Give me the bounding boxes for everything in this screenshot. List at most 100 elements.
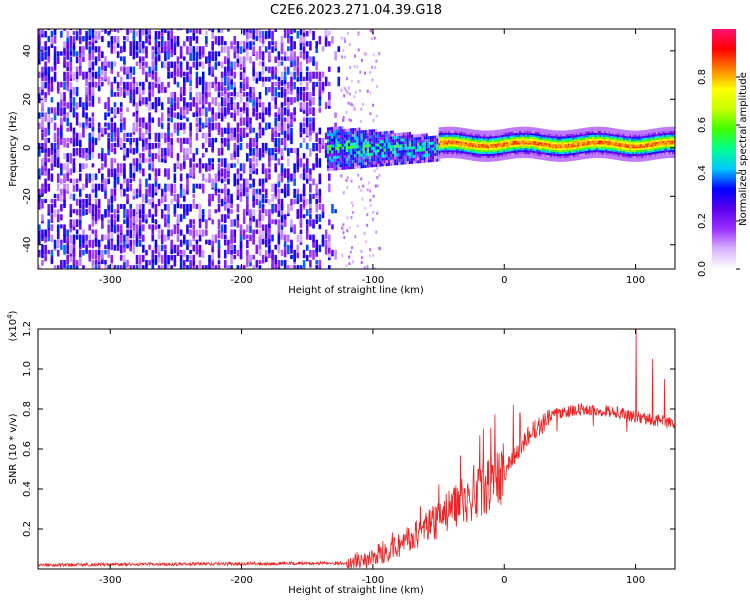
heatmap-cell [173,173,177,183]
heatmap-cell [176,127,180,136]
heatmap-cell [404,146,407,150]
heatmap-cell [312,239,315,248]
heatmap-cell [107,132,110,138]
heatmap-cell [302,198,306,208]
heatmap-cell [277,204,281,211]
heatmap-cell [246,30,249,39]
heatmap-cell [50,204,54,214]
heatmap-cell [402,158,405,162]
heatmap-cell [459,142,461,146]
heatmap-cell [182,204,186,213]
heatmap-cell [438,131,441,134]
heatmap-cell [599,138,602,141]
heatmap-cell [436,135,439,139]
heatmap-cell [261,102,265,112]
heatmap-cell [559,159,562,162]
heatmap-cell [352,160,355,164]
heatmap-cell [173,76,177,85]
heatmap-cell [277,122,281,132]
heatmap-cell [145,97,148,105]
heatmap-cell [396,150,399,154]
heatmap-cell [335,144,338,148]
heatmap-cell [176,102,180,110]
heatmap-cell [387,154,390,158]
heatmap-cell [236,249,240,257]
heatmap-cell [271,148,274,156]
heatmap-cell [220,61,224,69]
heatmap-cell [186,183,189,192]
heatmap-cell [97,260,101,265]
heatmap-cell [501,152,504,155]
heatmap-cell [66,260,69,265]
heatmap-cell [567,155,570,158]
heatmap-cell [583,147,586,150]
heatmap-cell [492,141,494,145]
heatmap-cell [129,66,133,73]
heatmap-cell [548,153,551,156]
heatmap-cell [525,146,528,149]
heatmap-cell [378,246,381,250]
heatmap-cell [379,143,382,147]
heatmap-cell [220,46,224,53]
heatmap-cell [135,51,139,58]
heatmap-cell [484,136,487,139]
heatmap-cell [550,157,553,160]
heatmap-cell [110,224,114,232]
heatmap-cell [252,127,255,133]
heatmap-cell [129,168,133,178]
heatmap-cell [438,146,441,149]
heatmap-cell [201,132,205,139]
heatmap-cell [341,134,344,138]
heatmap-cell [327,234,331,242]
heatmap-cell [170,148,173,159]
heatmap-cell [454,148,457,151]
heatmap-cell [208,158,211,165]
heatmap-cell [566,155,569,158]
heatmap-cell [148,142,151,150]
heatmap-cell [415,134,418,138]
heatmap-cell [515,148,518,151]
heatmap-cell [495,151,498,154]
heatmap-cell [280,249,284,256]
heatmap-cell [364,144,367,148]
heatmap-cell [302,30,306,37]
heatmap-cell [246,198,249,205]
heatmap-cell [157,51,161,61]
heatmap-cell [66,265,69,269]
heatmap-cell [211,97,214,105]
heatmap-cell [607,148,610,151]
heatmap-cell [305,41,309,47]
heatmap-cell [477,145,480,148]
heatmap-cell [358,133,361,137]
heatmap-cell [434,153,437,157]
heatmap-cell [132,97,136,105]
heatmap-cell [400,161,403,165]
heatmap-cell [318,127,322,135]
heatmap-cell [305,56,309,64]
heatmap-cell [470,158,472,161]
heatmap-cell [258,229,262,238]
heatmap-cell [484,132,487,135]
heatmap-cell [186,224,189,232]
heatmap-cell [91,137,95,144]
heatmap-cell [341,152,344,156]
heatmap-cell [471,152,474,155]
heatmap-cell [38,142,41,149]
heatmap-cell [343,128,346,132]
heatmap-cell [321,137,325,146]
heatmap-cell [97,239,101,248]
heatmap-cell [608,145,611,148]
heatmap-cell [511,150,513,154]
heatmap-cell [271,153,274,161]
heatmap-cell [489,144,491,147]
heatmap-cell [589,148,592,151]
heatmap-cell [82,249,85,256]
heatmap-cell [452,130,455,133]
heatmap-cell [533,127,535,130]
heatmap-cell [492,134,494,137]
heatmap-cell [329,153,332,157]
heatmap-cell [366,155,369,159]
heatmap-cell [552,135,554,139]
heatmap-cell [411,160,414,164]
heatmap-cell [379,160,382,164]
